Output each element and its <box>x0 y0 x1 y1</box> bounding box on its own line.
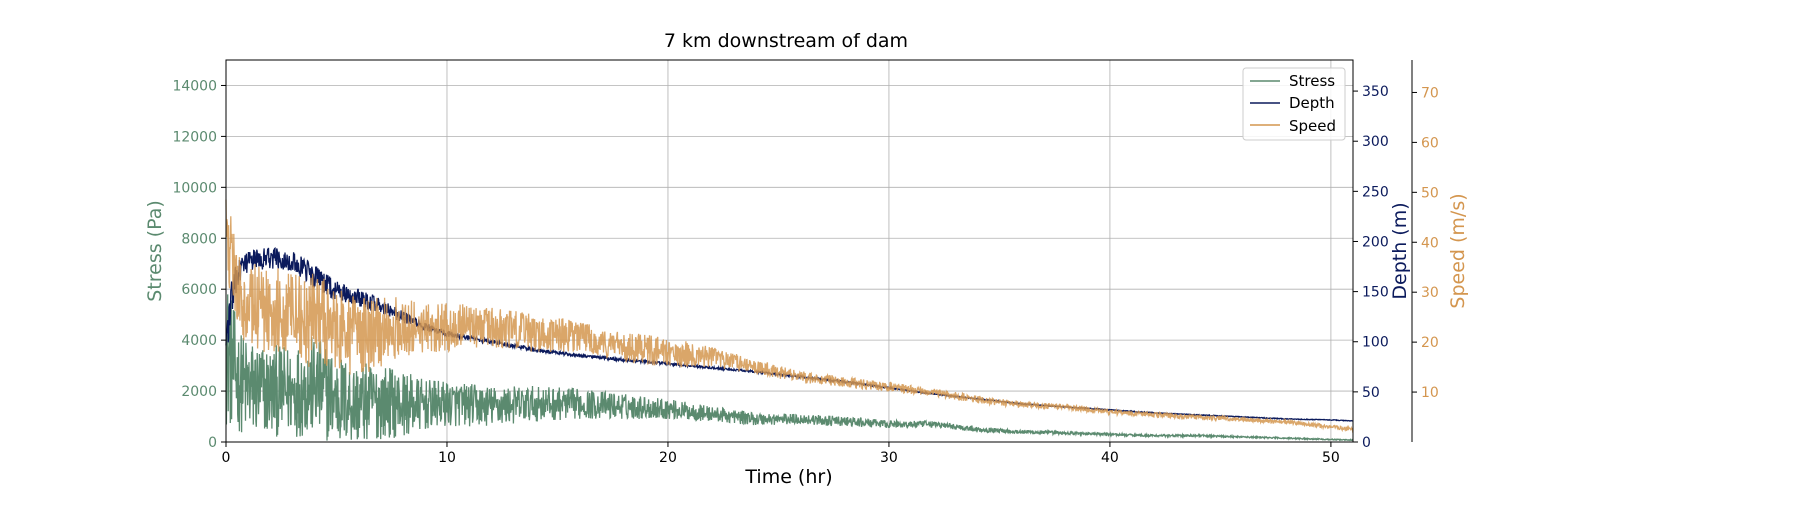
legend-label-stress: Stress <box>1289 72 1335 90</box>
legend: Stress Depth Speed <box>1242 67 1346 141</box>
depth-tick-label: 0 <box>1362 435 1371 451</box>
speed-tick-label: 30 <box>1421 285 1439 301</box>
stress-axis-label: Stress (Pa) <box>144 200 166 302</box>
depth-tick-label: 300 <box>1362 134 1389 150</box>
series-layer <box>225 199 1354 442</box>
x-tick-label: 40 <box>1101 450 1119 466</box>
axes: 0 10 20 30 40 5002000400060008000100001200014… <box>172 60 1439 466</box>
x-tick-label: 50 <box>1322 450 1340 466</box>
speed-tick-label: 10 <box>1421 385 1439 401</box>
depth-tick-label: 100 <box>1362 335 1389 351</box>
plot-frame <box>225 59 1354 443</box>
chart-title: 7 km downstream of dam <box>664 30 908 52</box>
depth-tick-label: 50 <box>1362 385 1380 401</box>
x-tick-label: 10 <box>438 450 456 466</box>
stress-tick-label: 14000 <box>172 78 217 94</box>
legend-frame <box>1242 67 1346 141</box>
stress-tick-label: 6000 <box>181 282 217 298</box>
series-line-speed <box>225 199 1354 434</box>
depth-tick-label: 350 <box>1362 84 1389 100</box>
depth-tick-label: 150 <box>1362 285 1389 301</box>
depth-tick-label: 250 <box>1362 184 1389 200</box>
speed-tick-label: 50 <box>1421 185 1439 201</box>
legend-label-speed: Speed <box>1289 117 1336 135</box>
stress-tick-label: 0 <box>208 435 217 451</box>
stress-tick-label: 12000 <box>172 129 217 145</box>
speed-tick-label: 40 <box>1421 235 1439 251</box>
stress-tick-label: 4000 <box>181 333 217 349</box>
speed-tick-label: 20 <box>1421 335 1439 351</box>
depth-axis-label: Depth (m) <box>1389 202 1411 299</box>
stress-tick-label: 10000 <box>172 180 217 196</box>
x-axis-label: Time (hr) <box>744 466 832 488</box>
speed-tick-label: 70 <box>1421 85 1439 101</box>
x-tick-label: 0 <box>222 450 231 466</box>
depth-tick-label: 200 <box>1362 234 1389 250</box>
stress-tick-label: 2000 <box>181 384 217 400</box>
speed-tick-label: 60 <box>1421 135 1439 151</box>
x-tick-label: 30 <box>880 450 898 466</box>
series-line-stress <box>225 294 1354 442</box>
x-tick-label: 20 <box>659 450 677 466</box>
stress-tick-label: 8000 <box>181 231 217 247</box>
legend-label-depth: Depth <box>1289 94 1335 112</box>
speed-axis-label: Speed (m/s) <box>1447 193 1469 308</box>
